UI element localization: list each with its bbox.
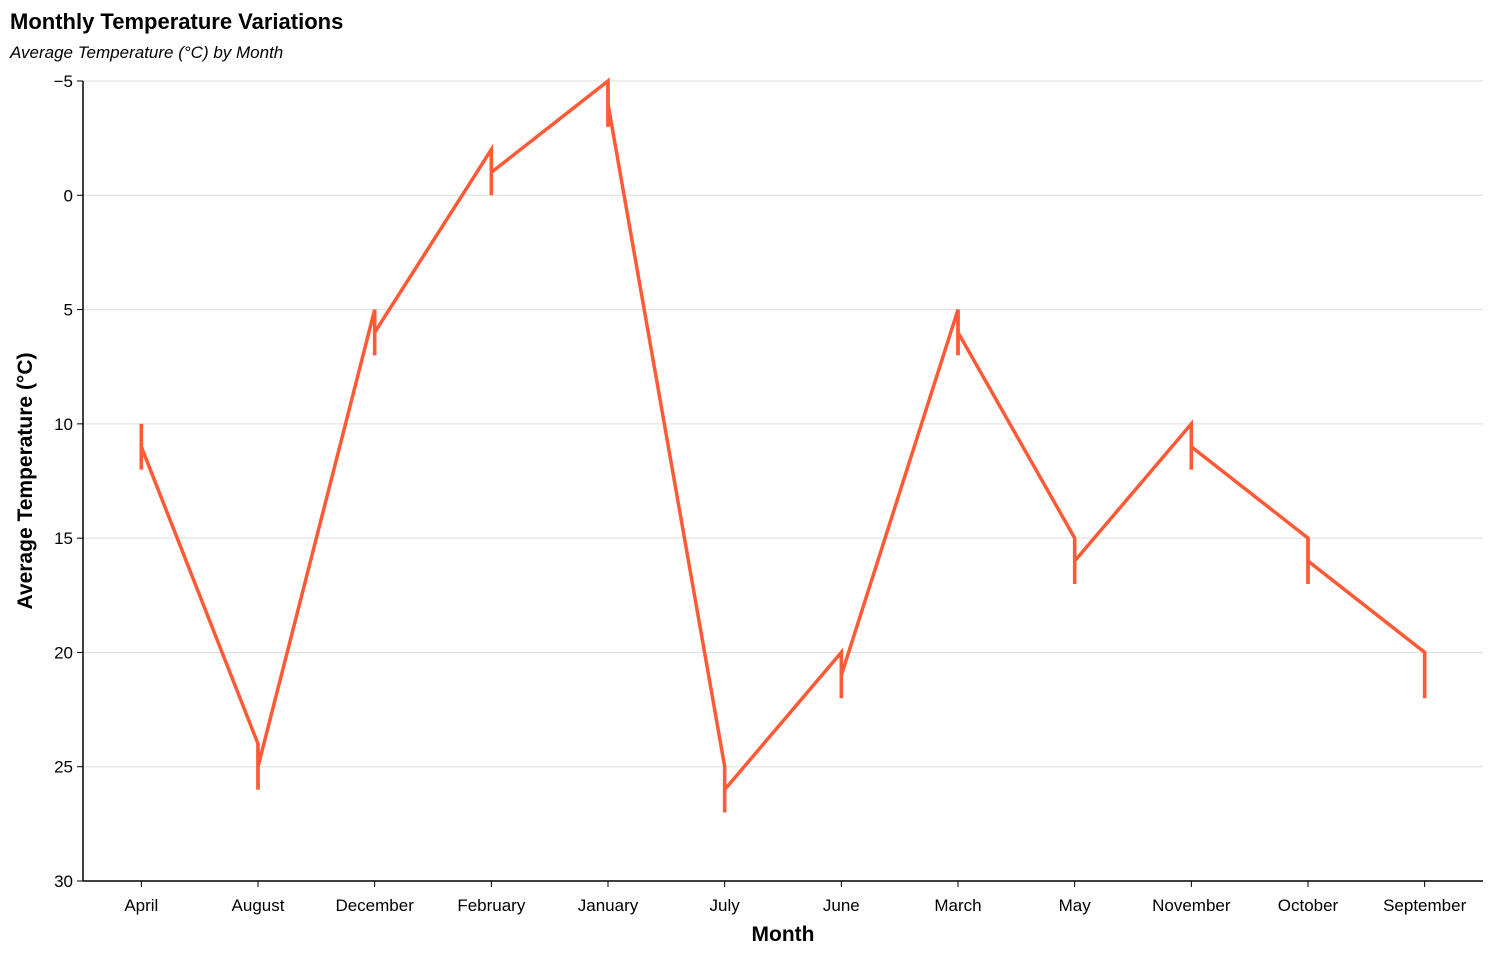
x-tick-label: April [124,896,158,915]
y-tick-label: 20 [54,643,73,662]
data-series [139,77,1427,813]
x-axis-title: Month [752,923,815,946]
y-tick-label: 0 [64,186,73,205]
x-tick-label: July [710,896,741,915]
y-axis-title: Average Temperature (°C) [14,353,37,610]
axes: −5 0 5 10 15 20 25 30 April August December Februar… [54,72,1483,915]
x-tick-label: September [1383,896,1466,915]
x-tick-label: December [335,896,414,915]
x-tick-label: January [578,896,639,915]
x-tick-label: June [823,896,860,915]
x-tick-label: August [232,896,285,915]
x-tick-label: October [1278,896,1339,915]
y-tick-label: 15 [54,529,73,548]
grid [83,80,1483,882]
y-tick-label: −5 [54,72,73,91]
y-tick-label: 5 [64,301,73,320]
temperature-line [139,77,1427,813]
y-tick-label: 30 [54,872,73,891]
x-tick-label: March [934,896,981,915]
x-tick-label: May [1059,896,1092,915]
y-tick-label: 10 [54,415,73,434]
chart-subtitle: Average Temperature (°C) by Month [9,43,283,62]
x-tick-label: November [1152,896,1231,915]
x-tick-label: February [457,896,526,915]
y-tick-label: 25 [54,758,73,777]
chart-title: Monthly Temperature Variations [10,9,343,34]
